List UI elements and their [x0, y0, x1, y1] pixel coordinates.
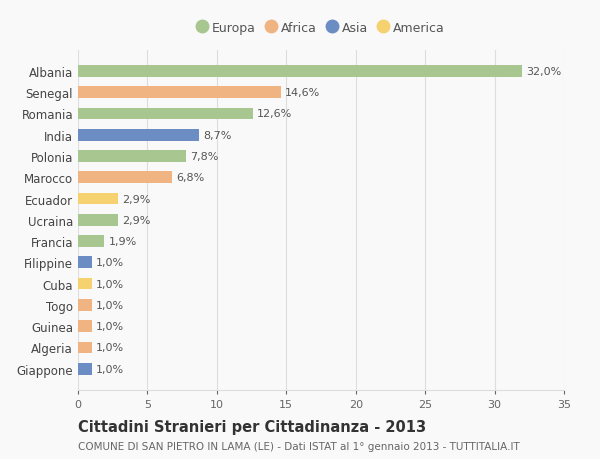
Text: 1,0%: 1,0% [96, 300, 124, 310]
Text: COMUNE DI SAN PIETRO IN LAMA (LE) - Dati ISTAT al 1° gennaio 2013 - TUTTITALIA.I: COMUNE DI SAN PIETRO IN LAMA (LE) - Dati… [78, 441, 520, 451]
Text: 1,9%: 1,9% [109, 236, 137, 246]
Bar [78, 278, 92, 290]
Text: 1,0%: 1,0% [96, 321, 124, 331]
Text: 32,0%: 32,0% [527, 67, 562, 77]
Text: 1,0%: 1,0% [96, 279, 124, 289]
Bar [78, 87, 281, 99]
Bar [78, 342, 92, 353]
Text: 12,6%: 12,6% [257, 109, 292, 119]
Bar [78, 108, 253, 120]
Text: 1,0%: 1,0% [96, 343, 124, 353]
Bar [78, 299, 92, 311]
Bar [78, 257, 92, 269]
Bar [78, 151, 187, 162]
Text: 7,8%: 7,8% [190, 151, 219, 162]
Bar [78, 66, 523, 78]
Text: 8,7%: 8,7% [203, 130, 232, 140]
Text: 1,0%: 1,0% [96, 364, 124, 374]
Text: Cittadini Stranieri per Cittadinanza - 2013: Cittadini Stranieri per Cittadinanza - 2… [78, 419, 426, 434]
Text: 6,8%: 6,8% [176, 173, 205, 183]
Text: 1,0%: 1,0% [96, 258, 124, 268]
Text: 14,6%: 14,6% [285, 88, 320, 98]
Bar [78, 193, 118, 205]
Text: 2,9%: 2,9% [122, 194, 151, 204]
Bar [78, 172, 172, 184]
Bar [78, 236, 104, 247]
Bar [78, 363, 92, 375]
Legend: Europa, Africa, Asia, America: Europa, Africa, Asia, America [194, 19, 448, 37]
Bar [78, 320, 92, 332]
Bar [78, 129, 199, 141]
Bar [78, 214, 118, 226]
Text: 2,9%: 2,9% [122, 215, 151, 225]
